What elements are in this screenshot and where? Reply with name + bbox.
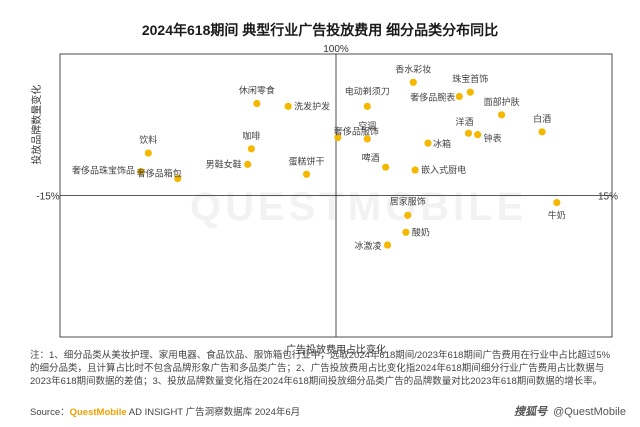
x-axis-min-label: -15% — [36, 192, 59, 203]
data-point-label: 珠宝首饰 — [452, 73, 488, 84]
data-point — [474, 131, 482, 139]
data-point-label: 饮料 — [139, 134, 157, 145]
data-point-label: 空调 — [358, 120, 376, 131]
data-point — [284, 102, 292, 110]
data-point-label: 啤酒 — [362, 152, 380, 163]
data-point-label: 奢侈品珠宝饰品 — [72, 164, 135, 175]
data-point-label: 香水彩妆 — [395, 63, 431, 74]
data-point — [174, 174, 182, 183]
x-axis-title: 广告投放费用占比变化 — [286, 343, 386, 356]
data-point — [247, 145, 255, 153]
y-axis-title: 投放品牌数量变化 — [30, 85, 43, 165]
data-point — [382, 163, 390, 171]
data-point-label: 白酒 — [533, 113, 551, 124]
data-point-label: 咖啡 — [242, 130, 260, 141]
data-point — [334, 133, 342, 142]
x-axis-max-label: 15% — [598, 192, 618, 203]
data-point — [424, 139, 432, 147]
data-point — [538, 128, 546, 136]
data-point-label: 冰激凌 — [355, 240, 382, 251]
data-point — [411, 166, 419, 174]
data-point — [363, 102, 371, 110]
background-watermark: QUESTMOBILE — [190, 185, 528, 229]
data-point — [363, 135, 371, 143]
data-point-label: 面部护肤 — [484, 96, 520, 107]
data-point — [553, 198, 561, 207]
data-point — [137, 167, 145, 176]
data-point — [144, 149, 152, 157]
data-point-label: 钟表 — [484, 133, 502, 144]
footnote: 注：1、细分品类从美妆护理、家用电器、食品饮品、服饰箱包行业中，选取2024年6… — [30, 350, 611, 387]
data-point-label: 奢侈品腕表 — [410, 91, 455, 102]
y-axis-max-label: 100% — [323, 44, 349, 55]
data-point — [498, 111, 506, 119]
data-point — [302, 170, 311, 178]
data-point-label: 休闲零食 — [239, 85, 275, 96]
data-point — [466, 88, 474, 96]
data-point-label: 嵌入式厨电 — [421, 164, 466, 175]
source-brand: QuestMobile — [69, 407, 127, 418]
data-point — [402, 228, 410, 236]
data-point-label: 冰箱 — [433, 138, 451, 149]
data-point-label: 居家服饰 — [390, 195, 426, 206]
source-prefix: Source： — [30, 407, 70, 418]
source-line: Source：QuestMobile AD INSIGHT 广告洞察数据库 20… — [30, 404, 300, 418]
data-point-label: 洋酒 — [455, 116, 473, 127]
watermark-right: @QuestMobile — [553, 406, 626, 418]
data-point — [409, 78, 417, 86]
corner-watermark: 搜狐号 @QuestMobile — [514, 403, 626, 419]
data-point-label: 蛋糕饼干 — [289, 155, 325, 166]
data-point — [253, 99, 261, 108]
chart-title: 2024年618期间 典型行业广告投放费用 细分品类分布同比 — [141, 22, 499, 38]
data-point-label: 男鞋女鞋 — [206, 158, 242, 169]
data-point-label: 电动剃须刀 — [345, 85, 390, 96]
data-point-label: 牛奶 — [548, 210, 566, 221]
source-text: AD INSIGHT 广告洞察数据库 2024年6月 — [126, 407, 301, 418]
data-point-label: 洗发护发 — [294, 100, 330, 111]
data-point — [244, 160, 252, 168]
data-point-label: 奢侈品箱包 — [137, 168, 182, 179]
data-point — [383, 241, 392, 249]
watermark-left: 搜狐号 — [514, 406, 548, 418]
data-point — [464, 129, 473, 137]
data-point — [404, 211, 412, 219]
data-point-label: 奢侈品服饰 — [334, 125, 379, 136]
data-point-label: 酸奶 — [412, 226, 430, 237]
data-point — [455, 92, 463, 101]
